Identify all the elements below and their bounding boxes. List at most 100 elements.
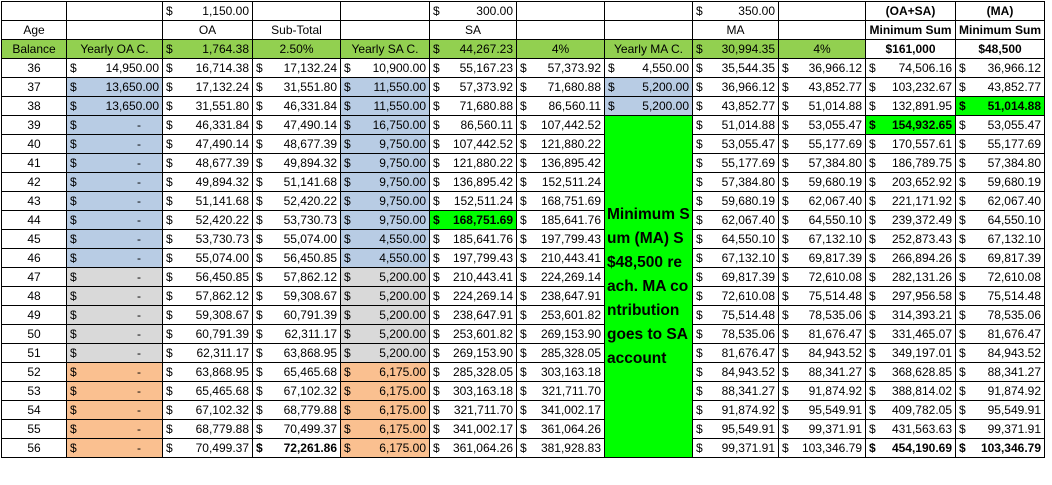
sa-interest-cell: $168,751.69 — [516, 191, 605, 211]
header-row-labels: Age OA Sub-Total SA MA Minimum Sum Minim… — [1, 20, 1046, 40]
sa-interest-cell: $86,560.11 — [516, 96, 605, 116]
minimum-sum-ma-cell: $36,966.12 — [954, 58, 1046, 78]
oa-cell: $67,102.32 — [162, 400, 253, 420]
yearly-sa-cell: $9,750.00 — [340, 172, 430, 192]
sa-interest-cell: $253,601.82 — [516, 305, 605, 325]
yearly-oa-cell: $ - — [66, 286, 163, 306]
table-row: 40 $ - $47,490.14 $48,677.39 $9,750.00 $107,44… — [1, 134, 1046, 154]
sa-interest-cell: $269,153.90 — [516, 324, 605, 344]
sa-interest-cell: $197,799.43 — [516, 229, 605, 249]
oa-cell: $62,311.17 — [162, 343, 253, 363]
age-cell: 50 — [1, 324, 67, 344]
table-row: 44 $ - $52,420.22 $53,730.73 $9,750.00 $168,75… — [1, 210, 1046, 230]
ma-cell: $59,680.19 — [692, 191, 779, 211]
header-row-rates: $1,150.00 $300.00 $350.00 (OA+SA) (MA) — [1, 1, 1046, 21]
table-row: 43 $ - $51,141.68 $52,420.22 $9,750.00 $152,51… — [1, 191, 1046, 211]
ma-monthly-cell: $350.00 — [692, 1, 779, 21]
oa-balance-cell: $1,764.38 — [162, 39, 253, 59]
yearly-sa-cell: $9,750.00 — [340, 153, 430, 173]
subtotal-cell: $53,730.73 — [252, 210, 341, 230]
subtotal-cell: $59,308.67 — [252, 286, 341, 306]
age-header: Age — [1, 20, 67, 40]
ma-interest-cell: $69,817.39 — [778, 248, 866, 268]
sa-cell: $303,163.18 — [429, 381, 517, 401]
ma-interest-cell: $51,014.88 — [778, 96, 866, 116]
yearly-sa-cell: $5,200.00 — [340, 343, 430, 363]
age-cell: 54 — [1, 400, 67, 420]
yearly-sa-cell: $9,750.00 — [340, 191, 430, 211]
subtotal-header: Sub-Total — [252, 20, 341, 40]
minimum-sum-cell: $252,873.43 — [865, 229, 956, 249]
minimum-sum-ma-cell: $75,514.48 — [954, 286, 1046, 306]
minimum-sum-ma-cell: $43,852.77 — [954, 77, 1046, 97]
oa-cell: $46,331.84 — [162, 115, 253, 135]
ma-cell: $55,177.69 — [692, 153, 779, 173]
ma-cell: $64,550.10 — [692, 229, 779, 249]
subtotal-cell: $57,862.12 — [252, 267, 341, 287]
age-cell: 45 — [1, 229, 67, 249]
oa-cell: $68,779.88 — [162, 419, 253, 439]
age-cell: 39 — [1, 115, 67, 135]
yearly-sa-cell: $10,900.00 — [340, 58, 430, 78]
ma-interest-cell: $88,341.27 — [778, 362, 866, 382]
sa-interest-cell: $152,511.24 — [516, 172, 605, 192]
oa-cell: $17,132.24 — [162, 77, 253, 97]
yearly-oa-cell: $ - — [66, 343, 163, 363]
oa-cell: $52,420.22 — [162, 210, 253, 230]
oa-cell: $55,074.00 — [162, 248, 253, 268]
ma-interest-cell: $67,132.10 — [778, 229, 866, 249]
subtotal-cell: $63,868.95 — [252, 343, 341, 363]
oa-cell: $63,868.95 — [162, 362, 253, 382]
oa-cell: $59,308.67 — [162, 305, 253, 325]
yearly-ma-cell: $5,200.00 — [604, 77, 693, 97]
ma-interest-cell: $72,610.08 — [778, 267, 866, 287]
sa-rate: 4% — [516, 39, 605, 59]
age-cell: 44 — [1, 210, 67, 230]
age-cell: 36 — [1, 58, 67, 78]
yearly-ma-cell: $4,550.00 — [604, 58, 693, 78]
sa-interest-cell: $185,641.76 — [516, 210, 605, 230]
sa-cell: $168,751.69 — [429, 210, 517, 230]
minimum-sum-ma-cell: $95,549.91 — [954, 400, 1046, 420]
ma-cell: $67,132.10 — [692, 248, 779, 268]
oa-header: OA — [162, 20, 253, 40]
yearly-sa-cell: $6,175.00 — [340, 362, 430, 382]
age-cell: 47 — [1, 267, 67, 287]
subtotal-cell: $46,331.84 — [252, 96, 341, 116]
minimum-sum-ma-cell: $62,067.40 — [954, 191, 1046, 211]
minimum-sum-cell: $349,197.01 — [865, 343, 956, 363]
ma-cell: $72,610.08 — [692, 286, 779, 306]
sa-cell: $107,442.52 — [429, 134, 517, 154]
sa-interest-cell: $238,647.91 — [516, 286, 605, 306]
sa-interest-cell: $107,442.52 — [516, 115, 605, 135]
yearly-oa-cell: $ - — [66, 400, 163, 420]
sa-cell: $361,064.26 — [429, 438, 517, 458]
subtotal-cell: $48,677.39 — [252, 134, 341, 154]
table-row: 52 $ - $63,868.95 $65,465.68 $6,175.00 $285,32… — [1, 362, 1046, 382]
yearly-sa-cell: $6,175.00 — [340, 400, 430, 420]
sa-interest-cell: $57,373.92 — [516, 58, 605, 78]
subtotal-cell: $72,261.86 — [252, 438, 341, 458]
ma-minimum-sum-note: Minimum Sum (MA) S$48,500 reach. MA cont… — [604, 115, 693, 458]
age-cell: 40 — [1, 134, 67, 154]
oa-cell: $31,551.80 — [162, 96, 253, 116]
yearly-oa-cell: $ - — [66, 305, 163, 325]
minimum-sum-cell: $409,782.05 — [865, 400, 956, 420]
sa-cell: $121,880.22 — [429, 153, 517, 173]
age-cell: 42 — [1, 172, 67, 192]
yearly-sa-cell: $5,200.00 — [340, 324, 430, 344]
minimum-sum-ma-cell: $88,341.27 — [954, 362, 1046, 382]
sa-header: SA — [429, 20, 517, 40]
ma-cell: $62,067.40 — [692, 210, 779, 230]
table-row: 42 $ - $49,894.32 $51,141.68 $9,750.00 $136,89… — [1, 172, 1046, 192]
sa-interest-cell: $71,680.88 — [516, 77, 605, 97]
sa-cell: $152,511.24 — [429, 191, 517, 211]
table-row: 41 $ - $48,677.39 $49,894.32 $9,750.00 $121,88… — [1, 153, 1046, 173]
minimum-sum-cell: $282,131.26 — [865, 267, 956, 287]
minimum-sum-ma-cell: $72,610.08 — [954, 267, 1046, 287]
yearly-oa-cell: $ - — [66, 134, 163, 154]
minimum-sum-ma-cell: $55,177.69 — [954, 134, 1046, 154]
age-cell: 53 — [1, 381, 67, 401]
minimum-sum-cell: $170,557.61 — [865, 134, 956, 154]
oa-rate: 2.50% — [252, 39, 341, 59]
